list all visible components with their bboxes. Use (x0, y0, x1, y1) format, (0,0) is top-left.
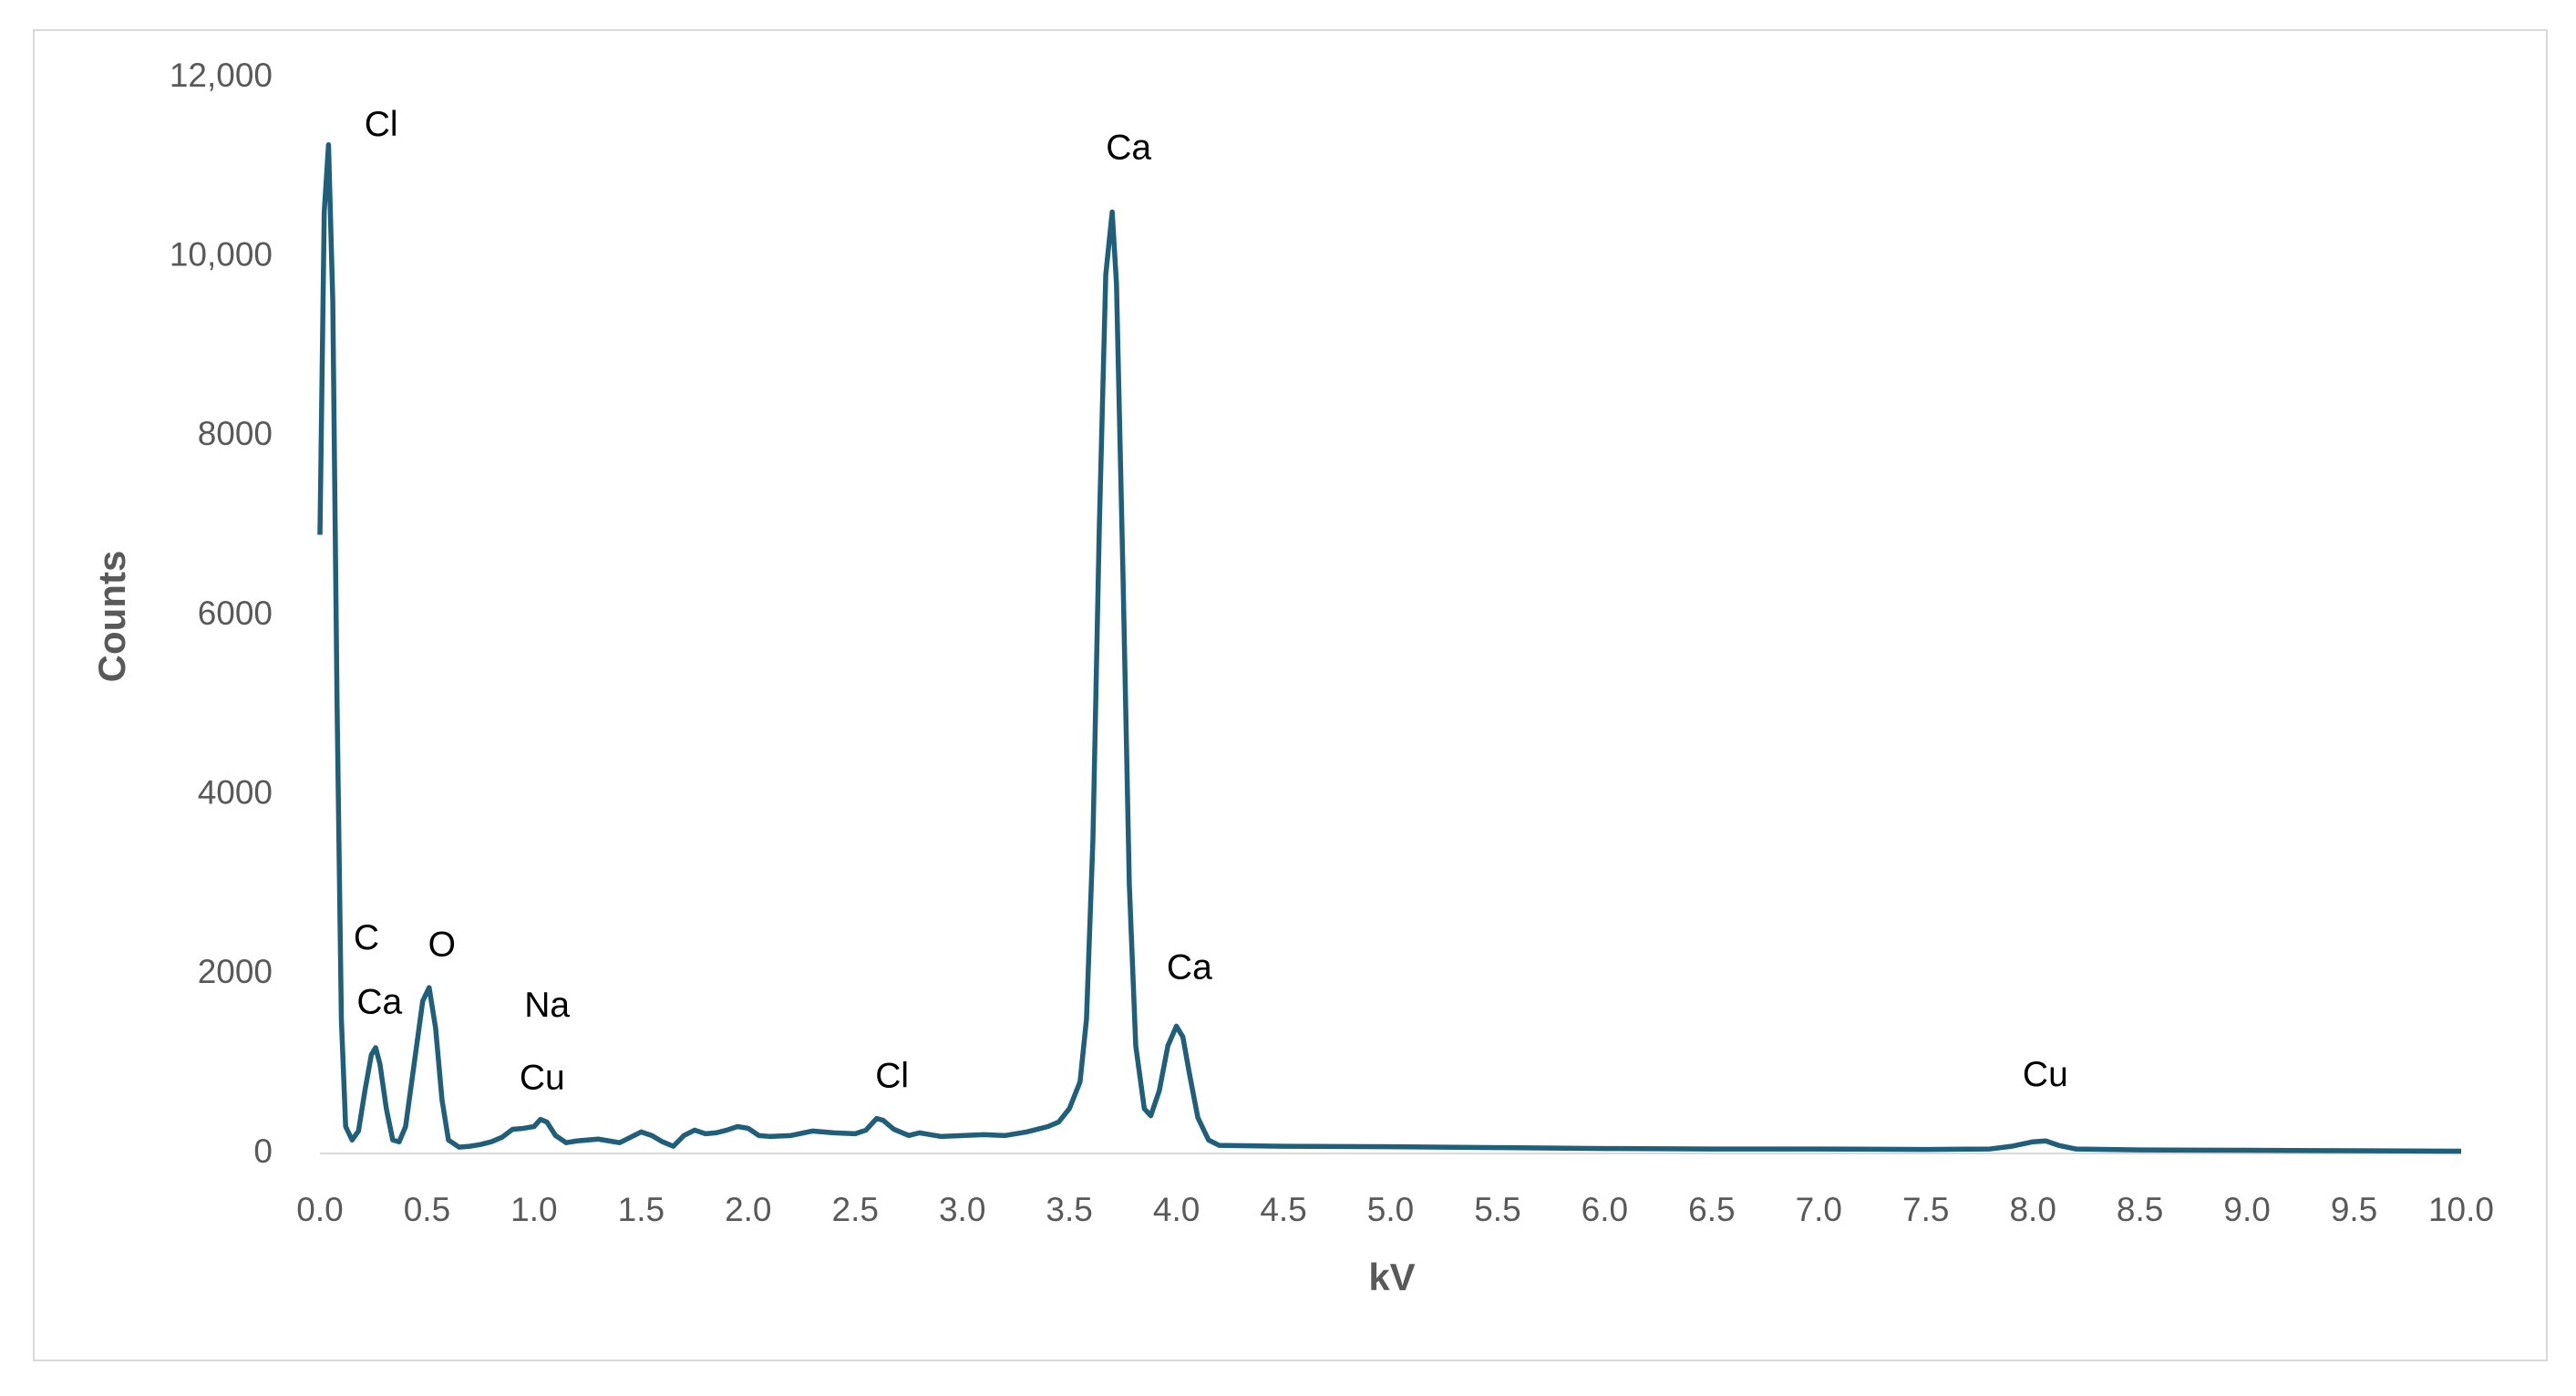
peak-label: Cu (520, 1058, 565, 1097)
x-tick-label: 5.5 (1474, 1191, 1520, 1228)
x-tick-label: 9.5 (2331, 1191, 2377, 1228)
x-axis-title: kV (1368, 1256, 1415, 1298)
x-tick-label: 9.0 (2223, 1191, 2270, 1228)
chart-frame (33, 29, 2548, 1361)
x-tick-label: 8.0 (2009, 1191, 2056, 1228)
x-tick-label: 0.5 (404, 1191, 450, 1228)
y-tick-label: 4000 (198, 773, 273, 811)
y-tick-label: 8000 (198, 415, 273, 452)
x-tick-label: 6.0 (1582, 1191, 1628, 1228)
peak-label: Ca (1106, 128, 1151, 167)
y-tick-label: 6000 (198, 595, 273, 632)
x-tick-label: 1.0 (510, 1191, 557, 1228)
x-tick-label: 4.5 (1260, 1191, 1306, 1228)
peak-label: Cl (875, 1057, 909, 1096)
y-tick-label: 0 (253, 1132, 273, 1170)
peak-label: O (428, 925, 456, 964)
x-tick-label: 3.5 (1046, 1191, 1092, 1228)
x-tick-label: 0.0 (296, 1191, 343, 1228)
peak-label: Na (524, 986, 570, 1025)
x-tick-label: 3.0 (939, 1191, 985, 1228)
peak-label: Ca (356, 982, 402, 1021)
peak-label: Cu (2023, 1055, 2068, 1094)
x-tick-label: 7.0 (1796, 1191, 1842, 1228)
x-tick-label: 7.5 (1902, 1191, 1949, 1228)
x-tick-label: 5.0 (1367, 1191, 1414, 1228)
x-tick-label: 8.5 (2117, 1191, 2163, 1228)
y-tick-label: 10,000 (170, 235, 273, 273)
x-tick-label: 1.5 (618, 1191, 665, 1228)
x-tick-label: 6.5 (1688, 1191, 1735, 1228)
y-tick-label: 2000 (198, 953, 273, 990)
y-tick-label: 12,000 (170, 57, 273, 94)
y-axis-title: Counts (90, 551, 133, 683)
peak-label: Cl (365, 105, 398, 144)
peak-label: Ca (1167, 948, 1212, 988)
spectrum-line (317, 142, 2462, 1154)
x-tick-label: 10.0 (2428, 1191, 2494, 1228)
x-tick-label: 2.5 (832, 1191, 879, 1228)
x-tick-label: 2.0 (725, 1191, 771, 1228)
peak-label: C (354, 918, 379, 957)
x-tick-label: 4.0 (1153, 1191, 1200, 1228)
